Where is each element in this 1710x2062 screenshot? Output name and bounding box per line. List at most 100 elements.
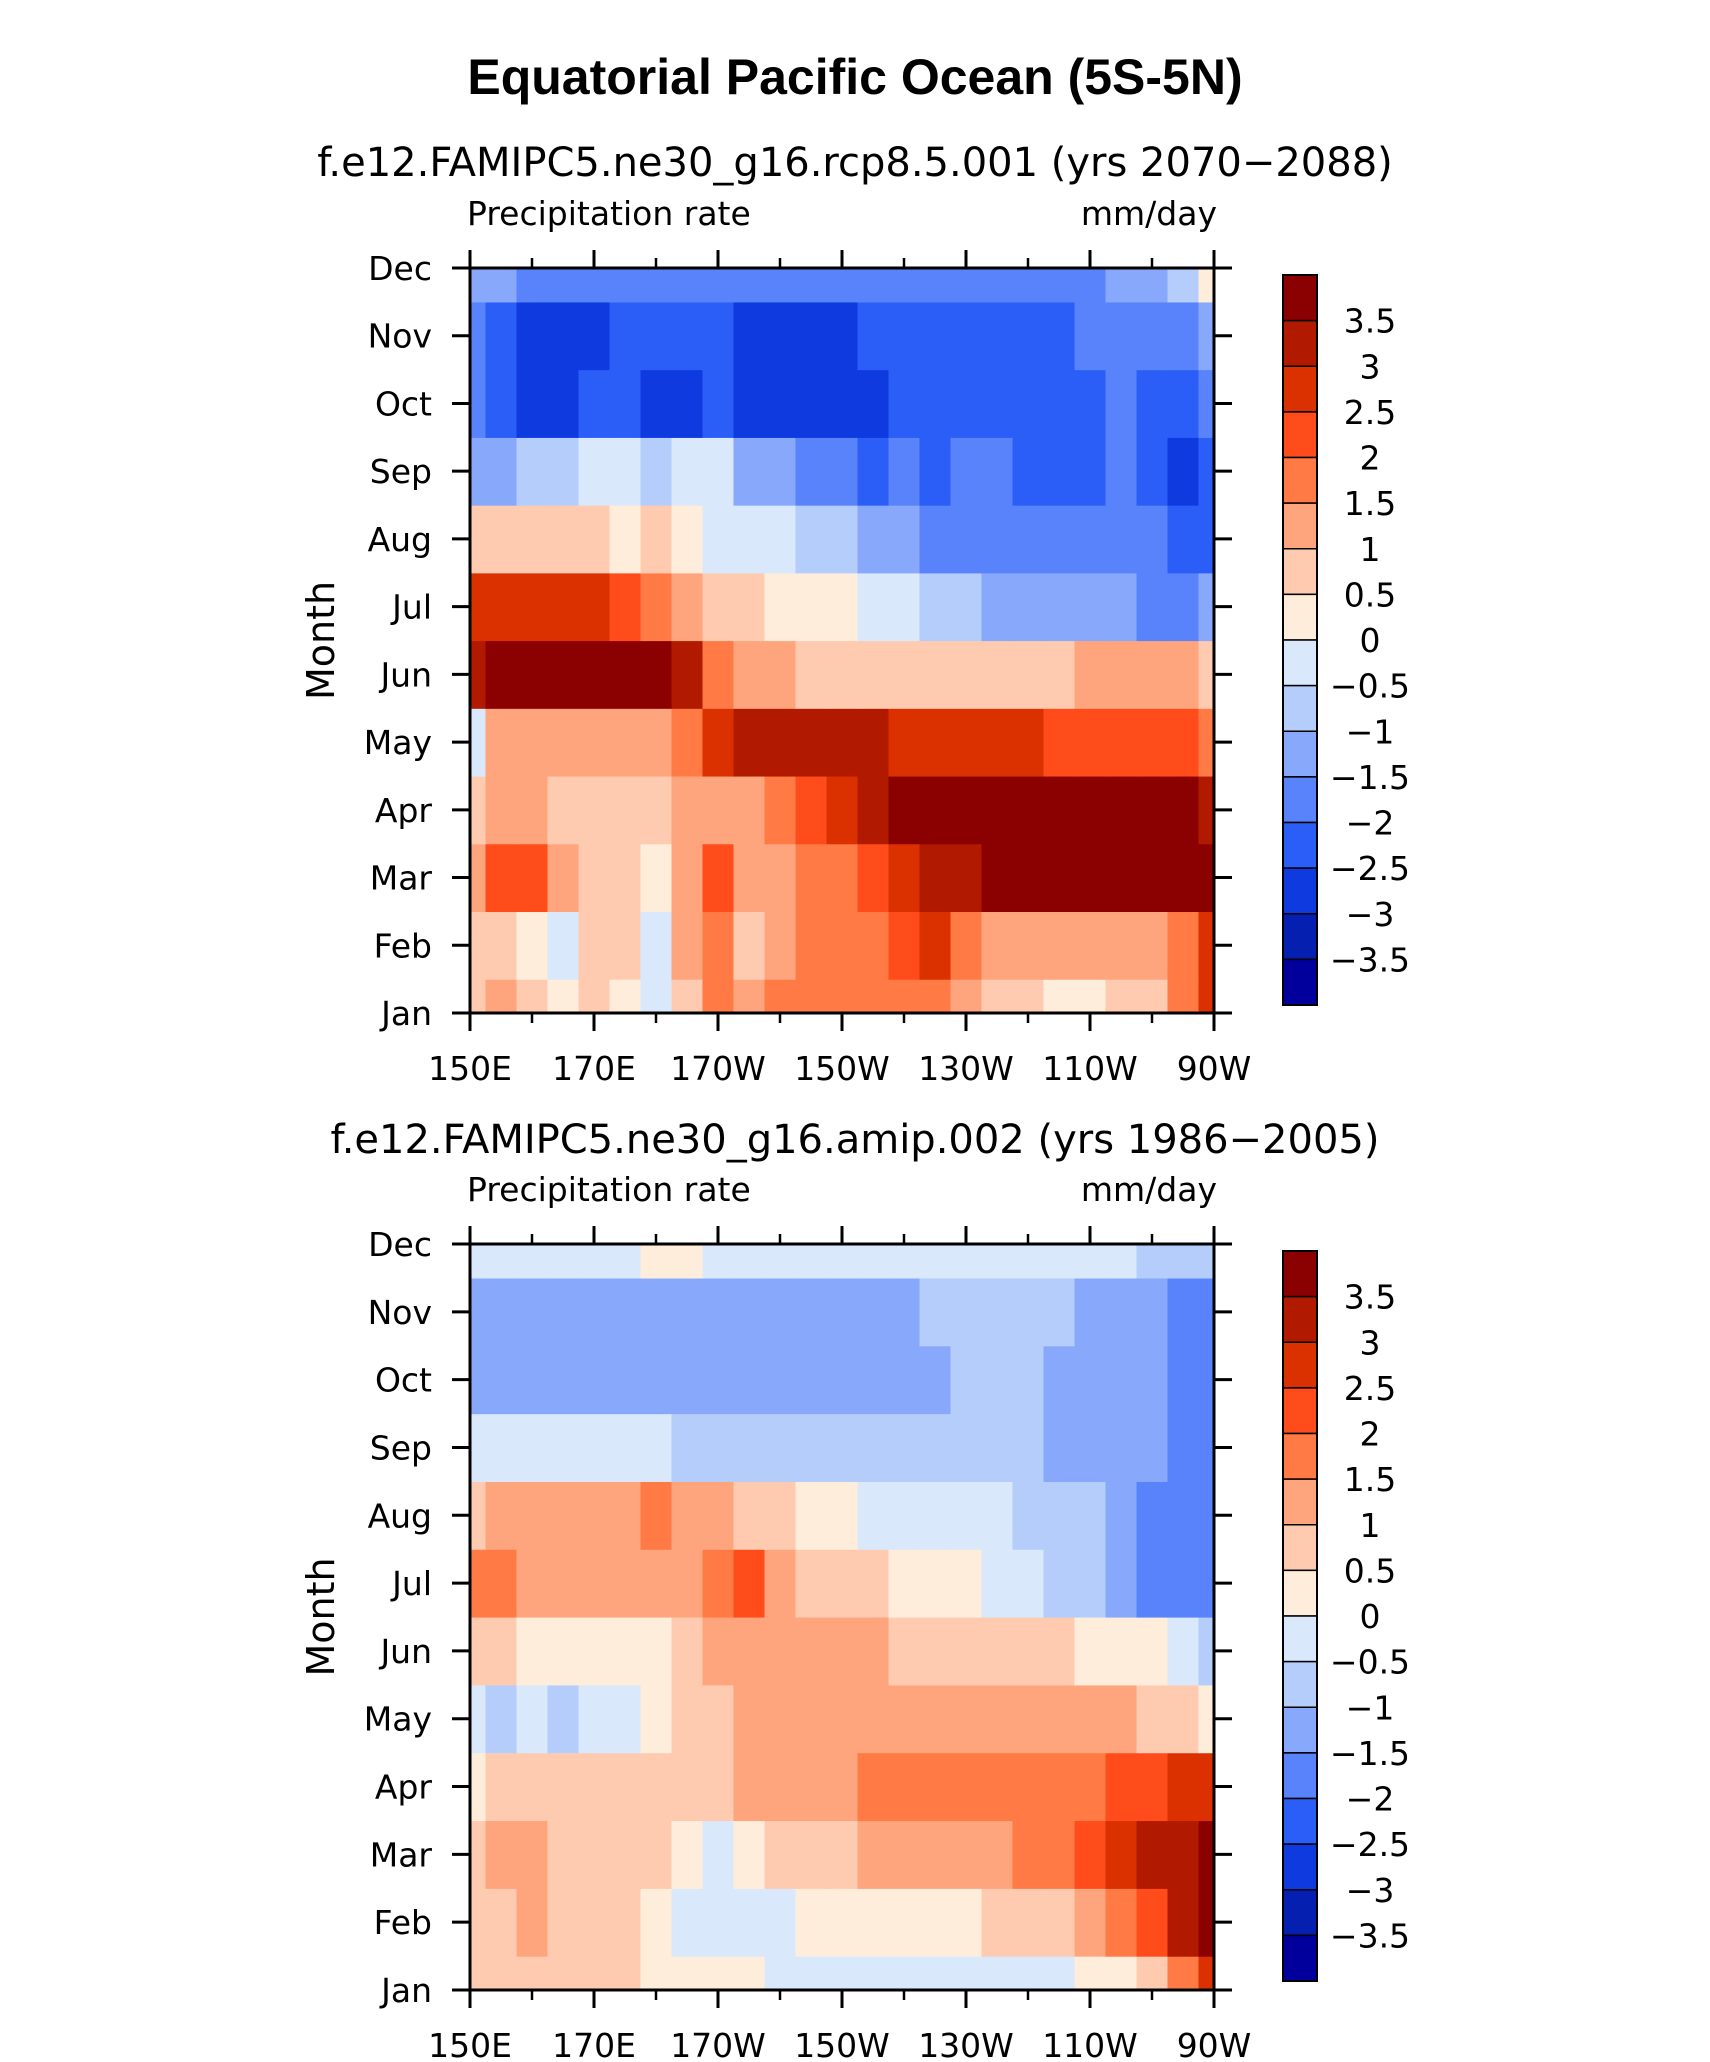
heatmap-cell: [1198, 1345, 1215, 1415]
heatmap-cell: [950, 1820, 983, 1889]
y-axis-title: Month: [299, 1557, 343, 1676]
heatmap-cell: [795, 1345, 828, 1415]
heatmap-cell: [950, 843, 983, 913]
heatmap-cell: [1136, 1888, 1169, 1957]
heatmap-cell: [1012, 1888, 1045, 1957]
heatmap-cell: [609, 1617, 642, 1686]
x-tick-label: 170E: [552, 1049, 636, 1088]
heatmap-cell: [578, 843, 611, 913]
heatmap-cell: [1167, 301, 1200, 371]
heatmap-cell: [547, 437, 580, 506]
heatmap-cell: [1074, 1888, 1107, 1957]
heatmap-cell: [950, 640, 983, 709]
heatmap-cell: [950, 911, 983, 980]
heatmap-cell: [470, 505, 487, 574]
heatmap-cell: [826, 437, 859, 506]
heatmap-cell: [1074, 505, 1107, 574]
heatmap-cell: [795, 505, 828, 574]
heatmap-cell: [578, 369, 611, 438]
heatmap-cell: [1136, 1481, 1169, 1550]
heatmap-cell: [470, 1244, 487, 1279]
x-tick-label: 170W: [670, 1049, 766, 1088]
heatmap-cell: [547, 572, 580, 642]
heatmap-cell: [826, 911, 859, 980]
heatmap-cell: [1167, 1752, 1200, 1822]
heatmap-cell: [609, 301, 642, 371]
heatmap-cell: [1136, 505, 1169, 574]
x-tick-label: 90W: [1177, 1049, 1252, 1088]
heatmap-cell: [1198, 640, 1215, 709]
heatmap-cell: [795, 369, 828, 438]
heatmap-cell: [826, 301, 859, 371]
colorbar-box: [1282, 1524, 1318, 1572]
heatmap-cell: [857, 505, 890, 574]
heatmap-cell: [640, 268, 673, 303]
heatmap-cell: [857, 979, 890, 1014]
heatmap-cell: [1167, 1956, 1200, 1991]
heatmap-cell: [485, 437, 518, 506]
heatmap-cell: [702, 301, 735, 371]
heatmap-cell: [1012, 640, 1045, 709]
heatmap-cell: [1074, 775, 1107, 845]
heatmap-cell: [671, 1752, 704, 1822]
heatmap-cell: [764, 1888, 797, 1957]
heatmap-cell: [1012, 437, 1045, 506]
heatmap-cell: [671, 1481, 704, 1550]
heatmap-cell: [888, 911, 921, 980]
heatmap-cell: [702, 1345, 735, 1415]
heatmap-cell: [764, 369, 797, 438]
heatmap-cell: [1105, 572, 1138, 642]
heatmap-cell: [1198, 1888, 1215, 1957]
heatmap-cell: [1198, 369, 1215, 438]
heatmap-cell: [671, 911, 704, 980]
heatmap-cell: [671, 979, 704, 1014]
heatmap-cell: [470, 1345, 487, 1415]
heatmap-cell: [609, 1413, 642, 1482]
heatmap-cell: [578, 1413, 611, 1482]
heatmap-cell: [950, 1956, 983, 1991]
heatmap-cell: [1043, 1345, 1076, 1415]
heatmap-cell: [1136, 268, 1169, 303]
heatmap-cell: [888, 1617, 921, 1686]
y-tick-label: Apr: [375, 791, 433, 830]
heatmap-cell: [702, 505, 735, 574]
heatmap-cell: [578, 1888, 611, 1957]
heatmap-cell: [1043, 979, 1076, 1014]
heatmap-cell: [485, 911, 518, 980]
heatmap-cell: [1136, 369, 1169, 438]
heatmap-cell: [671, 775, 704, 845]
heatmap-cell: [470, 843, 487, 913]
colorbar-label: −1: [1346, 712, 1395, 751]
heatmap-cell: [485, 775, 518, 845]
heatmap-cell: [857, 1956, 890, 1991]
colorbar-box: [1282, 1432, 1318, 1480]
heatmap-cell: [609, 1244, 642, 1279]
heatmap-cell: [702, 979, 735, 1014]
heatmap-cell: [795, 1413, 828, 1482]
heatmap-cell: [1136, 1684, 1169, 1754]
heatmap-cell: [609, 708, 642, 777]
y-tick-label: Dec: [368, 249, 432, 288]
heatmap-cell: [702, 911, 735, 980]
heatmap-cell: [919, 1888, 952, 1957]
x-tick-label: 130W: [918, 2026, 1014, 2062]
heatmap-cell: [950, 1481, 983, 1550]
heatmap-cell: [671, 1549, 704, 1618]
heatmap-cell: [1074, 979, 1107, 1014]
heatmap-cell: [1167, 572, 1200, 642]
heatmap-cell: [764, 1277, 797, 1347]
heatmap-cell: [702, 775, 735, 845]
heatmap-cell: [640, 1752, 673, 1822]
heatmap-cell: [981, 505, 1014, 574]
heatmap-cell: [485, 369, 518, 438]
heatmap-cell: [826, 1752, 859, 1822]
heatmap-cell: [795, 1549, 828, 1618]
heatmap-cell: [485, 708, 518, 777]
heatmap-cell: [1105, 979, 1138, 1014]
heatmap-cell: [764, 640, 797, 709]
heatmap-cell: [888, 1345, 921, 1415]
heatmap-cell: [1105, 1244, 1138, 1279]
heatmap-cell: [950, 708, 983, 777]
heatmap-cell: [702, 1481, 735, 1550]
